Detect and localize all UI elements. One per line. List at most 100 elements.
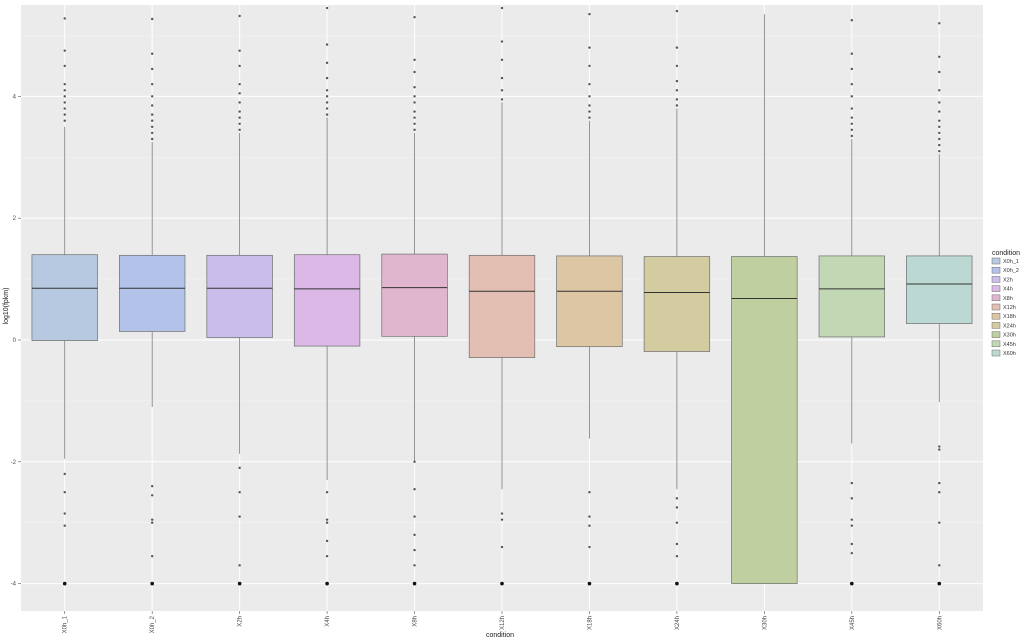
outlier-point [325, 521, 329, 524]
outlier-point [413, 58, 416, 62]
outlier-point [588, 524, 591, 527]
x-tick-label: X0h_1 [63, 615, 69, 633]
legend-item: X0h_2 [991, 266, 1019, 274]
outlier-point [938, 481, 941, 485]
legend-swatch [991, 285, 1001, 292]
outlier-point [850, 116, 854, 119]
legend-item: X30h [991, 331, 1016, 339]
outlier-point [325, 113, 329, 116]
legend-swatch [991, 340, 1001, 348]
outlier-point [588, 46, 591, 49]
outlier-point [238, 101, 241, 104]
box-X45h [818, 19, 885, 586]
x-tick-label: X12h [500, 616, 506, 630]
outlier-point [413, 460, 416, 463]
outlier-point [938, 55, 941, 58]
box-X2h [206, 14, 273, 586]
outlier-point [150, 494, 154, 497]
outlier-point [588, 116, 591, 119]
legend-item: X24h [991, 322, 1016, 329]
legend-swatch [991, 322, 1001, 329]
box-X30h [731, 14, 798, 584]
outlier-point [150, 52, 154, 55]
outlier-point [238, 564, 241, 567]
outlier-point [675, 554, 679, 558]
legend-label: X24h [1003, 323, 1016, 329]
outlier-point [63, 95, 66, 98]
legend-title: condition [992, 250, 1020, 257]
outlier-point [150, 484, 154, 488]
box-X0h_1 [31, 17, 98, 586]
outlier-point [413, 116, 416, 119]
outlier-point [63, 89, 66, 92]
outlier-point [62, 581, 67, 586]
box-X60h [906, 22, 973, 586]
box-iqr [556, 255, 623, 348]
box-iqr [731, 256, 798, 584]
legend-label: X60h [1003, 351, 1016, 357]
y-tick-label: 4 [13, 94, 17, 100]
legend-label: X0h_1 [1003, 259, 1019, 265]
legend-swatch [991, 294, 1001, 302]
legend-item: X12h [991, 303, 1016, 311]
outlier-point [150, 104, 154, 107]
outlier-point [588, 12, 591, 16]
outlier-point [675, 46, 679, 49]
outlier-point [413, 110, 416, 113]
box-X18h [556, 12, 623, 586]
outlier-point [675, 9, 679, 13]
y-axis-title: log10(fpkm) [3, 288, 10, 325]
box-iqr [381, 253, 448, 337]
outlier-point [500, 518, 504, 521]
box-iqr [468, 254, 536, 358]
outlier-point [850, 134, 854, 138]
legend-item: X0h_1 [991, 257, 1019, 265]
outlier-point [325, 43, 329, 46]
outlier-point [63, 64, 66, 68]
outlier-point [413, 122, 416, 125]
outlier-point [938, 137, 941, 141]
box-X4h [293, 6, 361, 586]
outlier-point [850, 497, 854, 500]
outlier-point [850, 52, 854, 55]
outlier-point [588, 104, 591, 107]
outlier-point [325, 6, 329, 10]
outlier-point [63, 82, 66, 86]
outlier-point [675, 89, 679, 92]
outlier-point [63, 119, 66, 122]
outlier-point [938, 564, 941, 567]
outlier-point [413, 15, 416, 19]
legend-label: X4h [1003, 287, 1013, 293]
outlier-point [500, 98, 504, 101]
outlier-point [325, 95, 329, 98]
outlier-point [500, 76, 504, 80]
box-iqr [206, 254, 273, 338]
outlier-point [675, 64, 679, 68]
box-iqr [906, 255, 973, 324]
outlier-point [150, 518, 154, 521]
outlier-point [850, 82, 854, 86]
outlier-point [413, 515, 416, 518]
legend-swatch [991, 331, 1001, 338]
outlier-point [238, 491, 241, 494]
outlier-point [500, 512, 504, 515]
outlier-point [238, 64, 241, 68]
box-iqr [119, 254, 186, 332]
outlier-point [238, 82, 241, 86]
box-iqr [818, 255, 885, 338]
axis-layer: -4 -2 0 2 4 X0h_1 X0h_2 X2h X4h X8h X12h X18h X24h X3… [11, 94, 944, 633]
outlier-point [325, 554, 329, 558]
x-tick-label: X2h [238, 616, 244, 627]
outlier-point [150, 67, 154, 71]
outlier-point [500, 58, 504, 62]
outlier-point [587, 581, 592, 586]
x-tick-label: X0h_2 [150, 615, 156, 633]
legend-label: X2h [1003, 277, 1013, 283]
legend-swatch [991, 257, 1001, 265]
outlier-point [325, 89, 329, 92]
outlier-point [588, 515, 591, 518]
x-tick-label: X45h [850, 616, 856, 630]
outlier-point [938, 143, 941, 147]
outlier-point [938, 125, 941, 129]
